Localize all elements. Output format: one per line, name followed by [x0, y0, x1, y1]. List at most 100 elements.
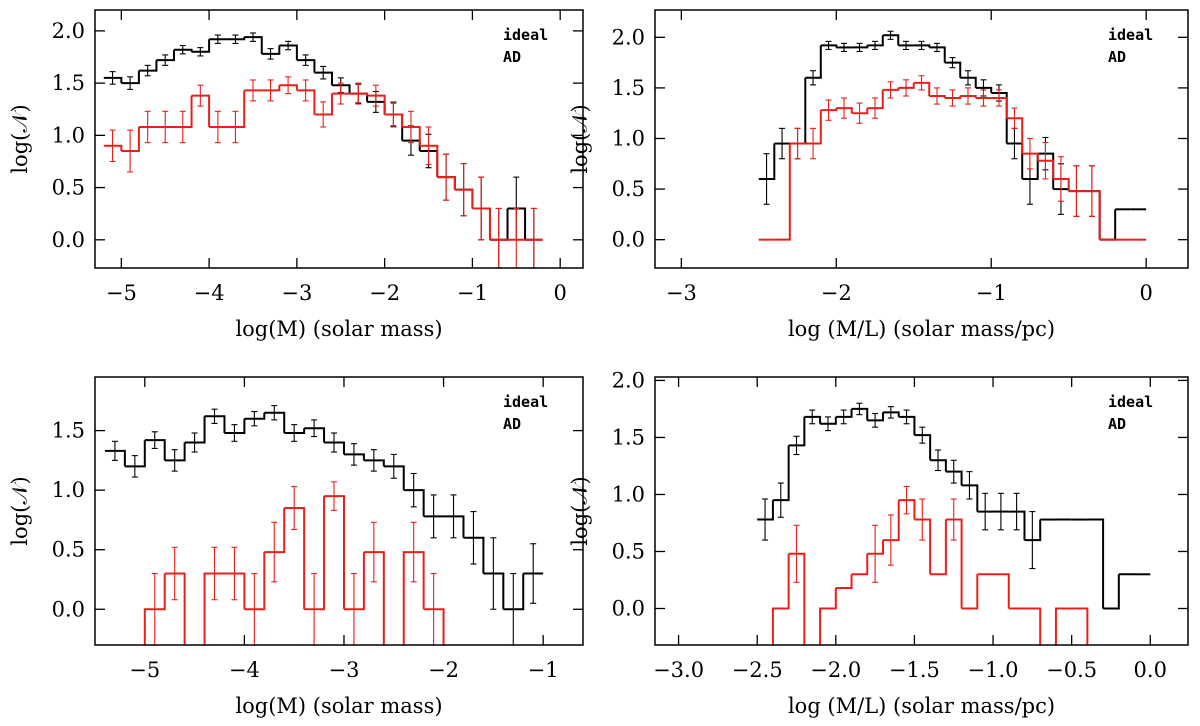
- histogram-step: [867, 35, 884, 47]
- histogram-step: [164, 442, 186, 462]
- histogram-step: [1103, 574, 1120, 610]
- histogram-step: [929, 95, 946, 99]
- histogram-step: [914, 434, 932, 461]
- error-bar: [443, 153, 450, 201]
- x-tick-label: −3: [666, 281, 697, 305]
- histogram-step: [851, 45, 869, 49]
- legend-label: ideal: [1108, 393, 1153, 411]
- x-tick-label: −2.0: [810, 658, 861, 682]
- histogram-step: [244, 412, 266, 420]
- legend-label: AD: [1108, 415, 1126, 433]
- y-tick-label: 1.5: [612, 76, 645, 100]
- error-bar: [271, 521, 278, 583]
- error-bar: [211, 546, 218, 601]
- histogram-step: [867, 540, 884, 555]
- error-bar: [840, 409, 847, 425]
- histogram-step: [324, 495, 345, 610]
- error-bar: [191, 432, 198, 453]
- error-bar: [331, 481, 338, 511]
- y-tick-label: 1.0: [52, 478, 85, 502]
- histogram-step: [851, 108, 869, 115]
- histogram-step: [264, 411, 286, 433]
- histogram-step: [804, 415, 822, 424]
- histogram-step: [363, 459, 385, 467]
- y-tick-label: 1.0: [612, 482, 645, 506]
- histogram-step: [156, 49, 175, 62]
- error-bar: [903, 40, 910, 51]
- histogram-step: [1022, 152, 1039, 161]
- histogram-step: [184, 416, 206, 444]
- histogram-step: [913, 44, 931, 48]
- panel: −3 −2 −1 0 0.0 0.5 1.0 1.5 2.0 ideal AD log (M/L) (…: [568, 9, 1189, 341]
- y-axis-label: log(𝒩): [568, 476, 592, 545]
- error-bar: [950, 498, 957, 541]
- histogram-step: [173, 95, 193, 128]
- error-bar: [793, 524, 800, 583]
- error-bar: [478, 176, 485, 241]
- error-bar: [872, 40, 879, 51]
- error-bar: [267, 48, 274, 60]
- histogram-step: [423, 608, 445, 645]
- plot-frame: [654, 376, 1189, 646]
- histogram-step: [867, 89, 884, 110]
- legend-label: AD: [503, 415, 521, 433]
- x-axis-label: log(M) (solar mass): [235, 694, 442, 718]
- x-tick-label: −1: [457, 281, 488, 305]
- panel: −3.0 −2.5 −2.0 −1.5 −1.0 −0.5 0.0 0.0 0.5 1.0 1.5 2…: [568, 368, 1189, 718]
- histogram-step: [1053, 177, 1070, 192]
- histogram-step: [1087, 518, 1105, 609]
- histogram-step: [991, 97, 1008, 119]
- histogram-step: [402, 125, 421, 146]
- error-bar: [291, 486, 298, 531]
- error-bar: [513, 207, 520, 269]
- error-bar: [1057, 156, 1064, 202]
- error-bar: [777, 482, 784, 518]
- histogram-step: [960, 76, 977, 88]
- y-axis-label: log(𝒩): [8, 476, 32, 545]
- error-bar: [825, 40, 832, 51]
- error-bar: [350, 443, 357, 466]
- error-bar: [933, 42, 940, 53]
- error-bar: [995, 89, 1002, 107]
- histogram-step: [483, 572, 505, 610]
- x-axis-label: log (M/L) (solar mass/pc): [788, 694, 1055, 718]
- error-bar: [144, 64, 151, 77]
- histogram-step: [898, 499, 916, 520]
- error-bar: [918, 40, 925, 51]
- error-bar: [824, 416, 831, 432]
- histogram-step: [836, 107, 853, 114]
- y-tick-label: 0.5: [52, 176, 85, 200]
- histogram-step: [867, 412, 884, 422]
- error-bar: [311, 419, 318, 438]
- x-tick-label: −3: [281, 281, 312, 305]
- histogram-step: [929, 46, 946, 63]
- error-bar: [530, 207, 537, 269]
- y-tick-label: 1.5: [52, 419, 85, 443]
- error-bar: [964, 70, 971, 86]
- histogram-step: [463, 536, 485, 574]
- histogram-step: [882, 411, 900, 417]
- error-bar: [918, 75, 925, 91]
- histogram-step: [419, 144, 439, 178]
- histogram-step: [304, 496, 326, 611]
- histogram-step: [882, 500, 900, 542]
- error-bar: [109, 129, 116, 163]
- histogram-step: [772, 445, 790, 502]
- histogram-step: [384, 113, 404, 127]
- error-bar: [872, 524, 879, 583]
- error-bar: [127, 76, 134, 90]
- histogram-step: [244, 36, 263, 54]
- plot-frame: [654, 9, 1189, 269]
- error-bar: [964, 87, 971, 105]
- histogram-step: [805, 45, 822, 79]
- histogram-step: [898, 415, 916, 436]
- error-bar: [903, 485, 910, 515]
- error-bar: [425, 126, 432, 166]
- legend-label: ideal: [1108, 26, 1153, 44]
- y-axis-label: log(𝒩): [568, 104, 592, 173]
- error-bar: [949, 57, 956, 69]
- histogram-step: [944, 96, 962, 100]
- y-tick-label: 1.5: [52, 71, 85, 95]
- histogram-step: [805, 110, 822, 145]
- histogram-step: [191, 94, 211, 127]
